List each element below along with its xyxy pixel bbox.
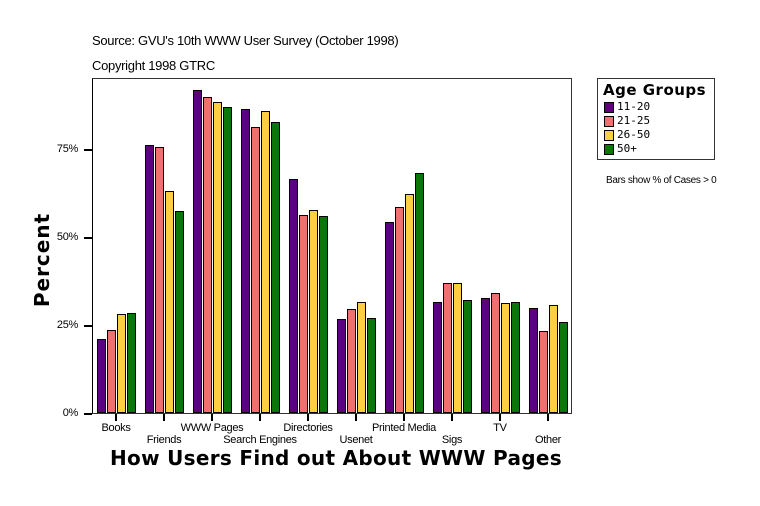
bar-26-50-other (549, 304, 558, 413)
y-tick (84, 237, 92, 239)
x-tick (403, 414, 405, 421)
bar-11-20-usenet (337, 319, 346, 413)
legend: Age Groups 11-20 21-25 26-50 50+ (597, 78, 715, 160)
bar-21-25-directories (299, 215, 308, 413)
x-tick-label: Directories (283, 422, 333, 434)
bar-50+-friends (175, 211, 184, 413)
bar-21-25-usenet (347, 309, 356, 413)
legend-swatch (604, 115, 614, 127)
bar-11-20-directories (289, 179, 298, 413)
x-tick-label: Printed Media (372, 422, 436, 434)
plot-area (92, 78, 572, 414)
bar-11-20-www-pages (193, 90, 202, 413)
x-tick-label: Usenet (339, 434, 373, 446)
y-axis-title: Percent (30, 212, 54, 308)
y-tick-label: 75% (56, 143, 78, 155)
bar-26-50-directories (309, 210, 318, 413)
bar-50+-tv (511, 302, 520, 413)
bar-50+-www-pages (223, 107, 232, 413)
x-tick (451, 414, 453, 421)
legend-label: 50+ (617, 142, 637, 155)
x-tick-label: Friends (146, 434, 182, 446)
bar-50+-search-engines (271, 122, 280, 413)
legend-item: 11-20 (604, 100, 650, 113)
bar-26-50-printed-media (405, 194, 414, 413)
bar-26-50-usenet (357, 302, 366, 413)
bar-21-25-www-pages (203, 97, 212, 413)
legend-swatch (604, 143, 614, 155)
bar-11-20-tv (481, 298, 490, 413)
bar-50+-printed-media (415, 173, 424, 413)
bar-21-25-search-engines (251, 127, 260, 413)
bar-11-20-search-engines (241, 109, 250, 413)
bar-21-25-tv (491, 293, 500, 413)
legend-note: Bars show % of Cases > 0 (606, 175, 717, 186)
y-tick (84, 413, 92, 415)
legend-item: 21-25 (604, 114, 650, 127)
bar-21-25-books (107, 330, 116, 413)
x-tick-label: Other (534, 434, 562, 446)
bar-50+-usenet (367, 318, 376, 413)
x-tick (211, 414, 213, 421)
bar-11-20-printed-media (385, 222, 394, 413)
bar-50+-directories (319, 216, 328, 413)
legend-item: 26-50 (604, 128, 650, 141)
bar-26-50-friends (165, 191, 174, 413)
y-tick (84, 325, 92, 327)
bar-21-25-printed-media (395, 207, 404, 413)
bar-11-20-sigs (433, 302, 442, 413)
legend-swatch (604, 129, 614, 141)
x-tick (499, 414, 501, 421)
bar-50+-other (559, 322, 568, 413)
x-axis-title: How Users Find out About WWW Pages (110, 446, 562, 470)
x-tick-label: Search Engines (223, 434, 297, 446)
legend-label: 11-20 (617, 100, 651, 113)
x-tick-label: Sigs (441, 434, 463, 446)
copyright-text: Copyright 1998 GTRC (92, 58, 215, 73)
y-tick-label: 0% (62, 407, 79, 419)
x-tick (163, 414, 165, 421)
bar-11-20-books (97, 339, 106, 413)
legend-swatch (604, 101, 614, 113)
source-text: Source: GVU's 10th WWW User Survey (Octo… (92, 33, 399, 48)
legend-title: Age Groups (603, 81, 707, 99)
x-tick-label: WWW Pages (180, 422, 244, 434)
bar-26-50-www-pages (213, 102, 222, 413)
bar-26-50-tv (501, 303, 510, 413)
bar-21-25-sigs (443, 283, 452, 413)
x-tick (307, 414, 309, 421)
x-tick-label: TV (493, 422, 507, 434)
legend-label: 26-50 (617, 128, 651, 141)
y-tick-label: 25% (56, 319, 78, 331)
bar-50+-books (127, 313, 136, 413)
y-tick-label: 50% (56, 231, 78, 243)
bar-26-50-search-engines (261, 111, 270, 413)
legend-label: 21-25 (617, 114, 651, 127)
x-tick (355, 414, 357, 421)
x-tick (547, 414, 549, 421)
x-tick (115, 414, 117, 421)
y-tick (84, 149, 92, 151)
bar-26-50-sigs (453, 283, 462, 413)
legend-item: 50+ (604, 142, 637, 155)
bar-21-25-friends (155, 147, 164, 413)
bar-21-25-other (539, 331, 548, 413)
bar-50+-sigs (463, 300, 472, 413)
x-tick (259, 414, 261, 421)
bar-26-50-books (117, 314, 126, 413)
bar-11-20-friends (145, 145, 154, 413)
x-tick-label: Books (101, 422, 131, 434)
bar-11-20-other (529, 308, 538, 413)
